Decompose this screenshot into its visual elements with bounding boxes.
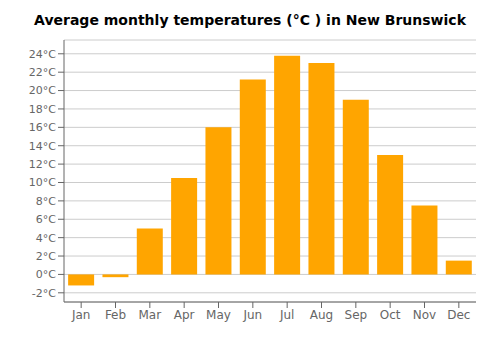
svg-text:18°C: 18°C xyxy=(29,103,56,116)
svg-text:Aug: Aug xyxy=(310,308,333,322)
svg-text:Oct: Oct xyxy=(380,308,401,322)
svg-text:24°C: 24°C xyxy=(29,48,56,61)
svg-text:16°C: 16°C xyxy=(29,121,56,134)
svg-text:2°C: 2°C xyxy=(36,250,56,263)
svg-text:Nov: Nov xyxy=(413,308,436,322)
svg-text:22°C: 22°C xyxy=(29,66,56,79)
svg-text:4°C: 4°C xyxy=(36,232,56,245)
svg-text:20°C: 20°C xyxy=(29,84,56,97)
svg-text:Feb: Feb xyxy=(105,308,126,322)
svg-text:6°C: 6°C xyxy=(36,213,56,226)
svg-text:Jun: Jun xyxy=(242,308,262,322)
svg-text:Mar: Mar xyxy=(139,308,162,322)
svg-text:10°C: 10°C xyxy=(29,176,56,189)
svg-text:12°C: 12°C xyxy=(29,158,56,171)
svg-text:Jan: Jan xyxy=(71,308,91,322)
svg-text:Apr: Apr xyxy=(174,308,195,322)
svg-text:0°C: 0°C xyxy=(36,268,56,281)
svg-text:Jul: Jul xyxy=(279,308,294,322)
svg-text:14°C: 14°C xyxy=(29,140,56,153)
svg-text:May: May xyxy=(206,308,231,322)
svg-text:Dec: Dec xyxy=(447,308,470,322)
html-text:Average monthly temperatures (: Average monthly temperatures (°C ) in Ne… xyxy=(34,12,466,28)
svg-text:Sep: Sep xyxy=(345,308,368,322)
svg-text:8°C: 8°C xyxy=(36,195,56,208)
svg-text:-2°C: -2°C xyxy=(32,287,56,300)
